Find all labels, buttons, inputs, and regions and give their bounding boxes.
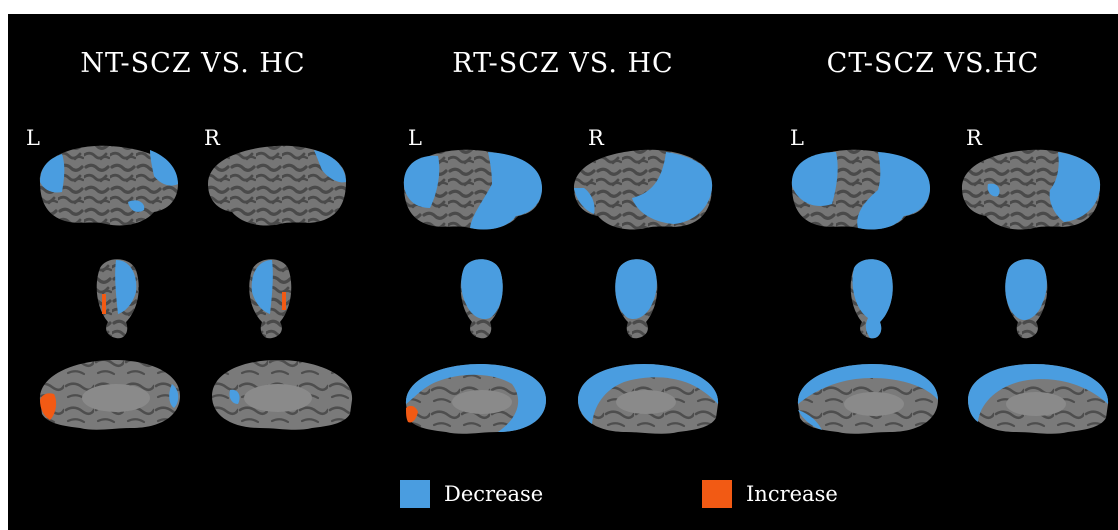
panel-ct-scz: CT-SCZ VS.HC L R: [748, 14, 1118, 454]
left-medial-brain: [39, 360, 180, 430]
increase-swatch: [702, 480, 732, 508]
decrease-swatch: [400, 480, 430, 508]
panel-rt-scz: RT-SCZ VS. HC L R: [378, 14, 748, 454]
right-hemisphere-label: R: [204, 126, 220, 150]
right-lateral-brain: [208, 145, 347, 226]
panel-title: CT-SCZ VS.HC: [826, 48, 1040, 79]
left-frontal-brain: [96, 259, 139, 339]
right-medial-brain: [578, 364, 719, 434]
panel-title: RT-SCZ VS. HC: [452, 48, 674, 79]
left-frontal-brain: [850, 259, 893, 339]
right-frontal-brain: [615, 259, 658, 339]
panel-title: NT-SCZ VS. HC: [80, 48, 306, 79]
left-lateral-brain: [403, 149, 542, 230]
panel-nt-scz: NT-SCZ VS. HC L R: [8, 14, 378, 454]
left-hemisphere-label: L: [790, 126, 804, 150]
right-medial-brain: [968, 364, 1109, 434]
right-lateral-brain: [574, 149, 713, 230]
left-hemisphere-label: L: [26, 126, 40, 150]
right-medial-brain: [212, 360, 353, 430]
left-medial-brain: [405, 364, 546, 434]
increase-legend-label: Increase: [746, 482, 838, 506]
right-frontal-brain: [1005, 259, 1048, 339]
left-lateral-brain: [39, 145, 178, 226]
decrease-legend-label: Decrease: [444, 482, 544, 506]
left-medial-brain: [797, 364, 938, 434]
left-lateral-brain: [791, 149, 930, 230]
left-frontal-brain: [460, 259, 503, 339]
figure-canvas: NT-SCZ VS. HC L R: [8, 14, 1118, 530]
right-hemisphere-label: R: [588, 126, 604, 150]
left-hemisphere-label: L: [408, 126, 422, 150]
right-frontal-brain: [249, 259, 292, 339]
right-lateral-brain: [962, 149, 1101, 230]
right-hemisphere-label: R: [966, 126, 982, 150]
